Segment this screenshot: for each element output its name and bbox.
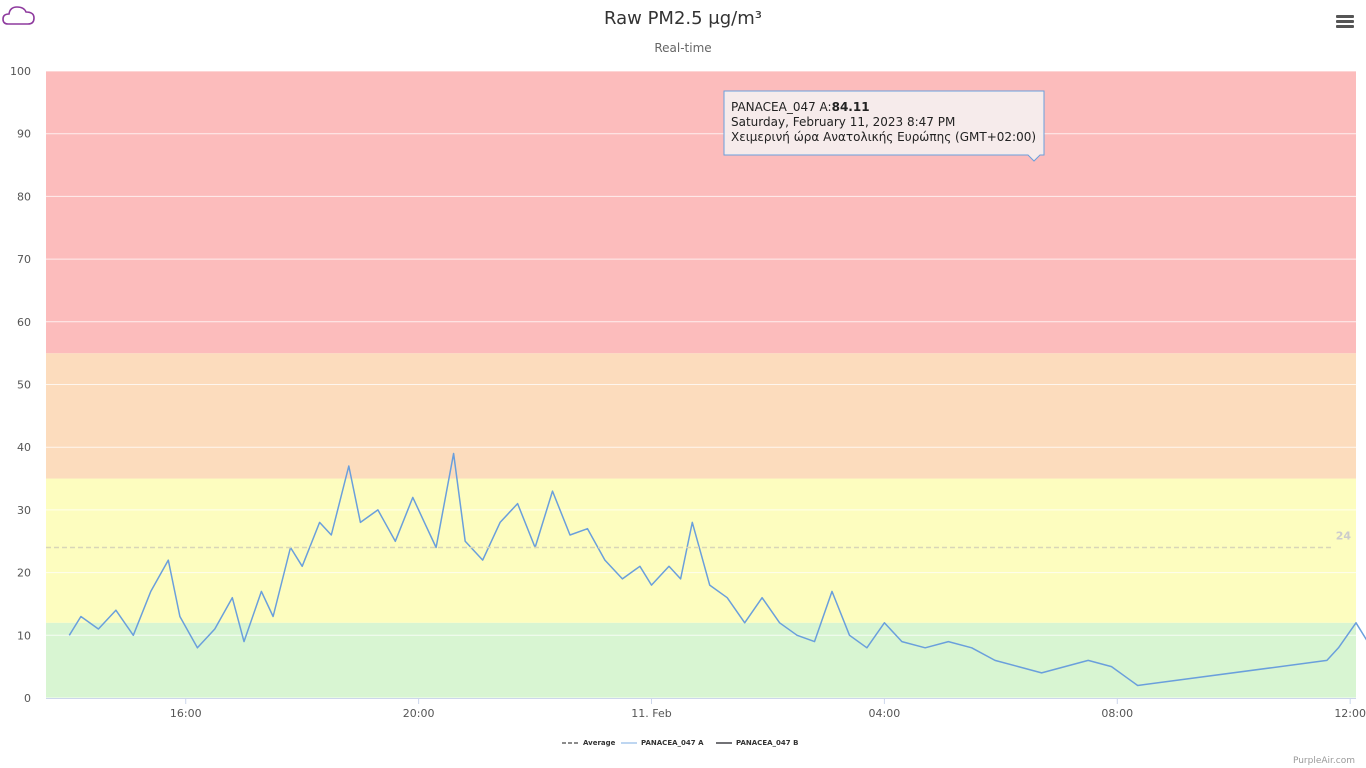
legend-label-average: Average (583, 739, 616, 747)
y-tick-label: 80 (17, 190, 31, 203)
legend-item-average[interactable]: Average (562, 739, 616, 747)
legend-item-series-b[interactable]: PANACEA_047 B (716, 739, 798, 747)
chart-title: Raw PM2.5 μg/m³ (604, 8, 762, 29)
x-tick-label: 20:00 (403, 707, 435, 720)
average-label: 24 (1336, 530, 1352, 543)
y-tick-label: 90 (17, 128, 31, 141)
y-tick-label: 30 (17, 504, 31, 517)
tooltip-series: PANACEA_047 A: (731, 100, 832, 114)
chart-subtitle: Real-time (654, 41, 711, 55)
tooltip-value: 84.11 (832, 100, 870, 114)
y-tick-label: 100 (10, 65, 31, 78)
x-tick-label: 12:00 (1334, 707, 1366, 720)
x-tick-label: 04:00 (869, 707, 901, 720)
y-tick-label: 20 (17, 567, 31, 580)
legend-label-series-a: PANACEA_047 A (641, 739, 704, 747)
series-layer (68, 452, 1366, 687)
y-tick-label: 10 (17, 629, 31, 642)
series-line-a (68, 452, 1366, 687)
y-tick-label: 70 (17, 253, 31, 266)
y-tick-label: 0 (24, 692, 31, 705)
y-tick-label: 60 (17, 316, 31, 329)
band-3 (46, 71, 1356, 354)
band-1 (46, 478, 1356, 623)
y-axis: 0 10 20 30 40 50 60 70 80 90 100 (10, 65, 31, 705)
legend-item-series-a[interactable]: PANACEA_047 A (621, 739, 704, 747)
y-tick-label: 50 (17, 379, 31, 392)
tooltip-timezone: Χειμερινή ώρα Ανατολικής Ευρώπης (GMT+02… (731, 130, 1036, 144)
tooltip-line-1: PANACEA_047 A:84.11 (731, 100, 870, 114)
band-2 (46, 353, 1356, 479)
credits-link[interactable]: PurpleAir.com (1293, 756, 1355, 766)
y-tick-label: 40 (17, 441, 31, 454)
cloud-icon[interactable] (2, 6, 35, 25)
x-tick-label: 16:00 (170, 707, 202, 720)
pm-bands (46, 71, 1356, 698)
x-tick-label: 08:00 (1101, 707, 1133, 720)
legend: Average PANACEA_047 A PANACEA_047 B (562, 739, 798, 747)
tooltip: PANACEA_047 A:84.11 Saturday, February 1… (723, 90, 1045, 162)
tooltip-date: Saturday, February 11, 2023 8:47 PM (731, 115, 955, 129)
menu-icon[interactable] (1336, 15, 1354, 28)
legend-label-series-b: PANACEA_047 B (736, 739, 798, 747)
tooltip-box (723, 90, 1045, 162)
x-tick-label: 11. Feb (631, 707, 671, 720)
